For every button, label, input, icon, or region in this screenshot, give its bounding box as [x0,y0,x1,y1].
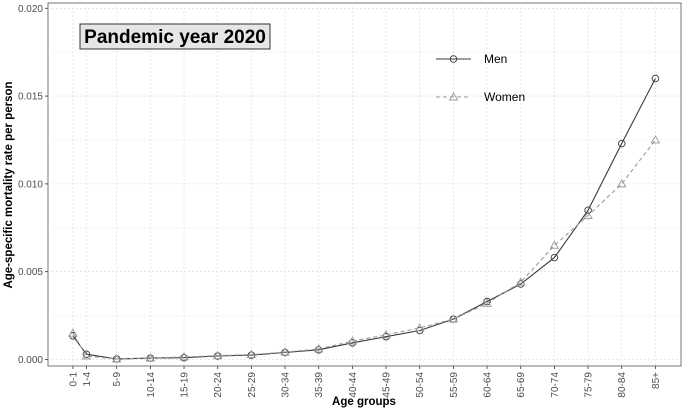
data-point [584,206,592,214]
x-tick-label: 30-34 [281,372,292,398]
x-tick-label: 55-59 [449,372,460,398]
data-point [145,353,156,362]
series-line [72,78,656,360]
x-tick-label: 5-9 [112,372,123,387]
data-point [651,74,660,83]
x-tick-label: 75-79 [584,372,595,398]
series-lines [68,74,661,363]
legend-label: Men [484,52,507,66]
legend-marker [448,92,459,101]
y-tick-label: 0.015 [18,92,43,103]
x-tick-label: 85+ [651,372,662,389]
data-point [549,240,560,249]
x-tick-label: 40-44 [348,372,359,398]
data-point [246,349,257,359]
data-point [583,210,593,219]
x-tick-label: 1-4 [82,372,93,387]
plot-panel [47,2,682,367]
grid-lines [48,3,681,366]
x-tick-label: 60-64 [483,372,494,398]
data-point [313,344,324,353]
data-point [617,139,626,148]
data-point [616,178,627,188]
data-point [347,336,358,345]
chart-title-background [79,23,271,50]
y-tick-label: 0.000 [18,355,43,366]
data-point [414,322,425,332]
y-axis: 0.000 0.005 0.010 0.015 0.020 [18,4,48,366]
data-point [68,328,78,337]
x-tick-label: 15-19 [180,372,191,398]
x-tick-label: 45-49 [382,372,393,398]
x-tick-label: 70-74 [550,372,561,398]
x-tick-label: 25-29 [247,372,258,398]
data-point [212,350,223,360]
x-tick-label: 65-69 [516,372,527,398]
chart-title-box: Pandemic year 2020 [79,23,271,50]
x-tick-label: 35-39 [314,372,325,398]
legend-item: Women [436,90,525,104]
x-tick-label: 0-1 [68,372,79,387]
data-point [483,297,491,306]
x-tick-label: 20-24 [213,372,224,398]
x-tick-label: 80-84 [617,372,628,398]
chart-title: Pandemic year 2020 [84,27,266,48]
data-point [82,350,91,358]
data-point [81,351,92,360]
y-tick-label: 0.020 [18,4,43,15]
y-axis-title: Age-specific mortality rate per person [3,81,15,288]
x-tick-label: 50-54 [415,372,426,398]
x-tick-label: 10-14 [146,372,157,398]
y-tick-label: 0.005 [18,267,43,278]
data-point [650,135,661,144]
data-point [280,347,290,356]
data-point [111,354,122,363]
data-point [448,314,459,323]
x-axis-title: Age groups [332,396,396,408]
data-point [179,351,189,361]
x-axis: 0-1 1-4 5-9 10-14 15-19 20-24 25-29 30-34 35-39 4… [68,366,662,398]
legend-marker [449,55,458,63]
data-point [281,348,289,357]
y-tick-label: 0.010 [18,179,43,190]
data-point [381,330,391,339]
data-point [482,298,492,307]
data-point [515,277,526,286]
series-women [68,135,661,363]
data-point [550,253,559,262]
legend-label: Women [484,90,525,104]
data-point [247,351,256,359]
legend-item: Men [436,52,507,66]
legend: Men Women [436,52,525,104]
